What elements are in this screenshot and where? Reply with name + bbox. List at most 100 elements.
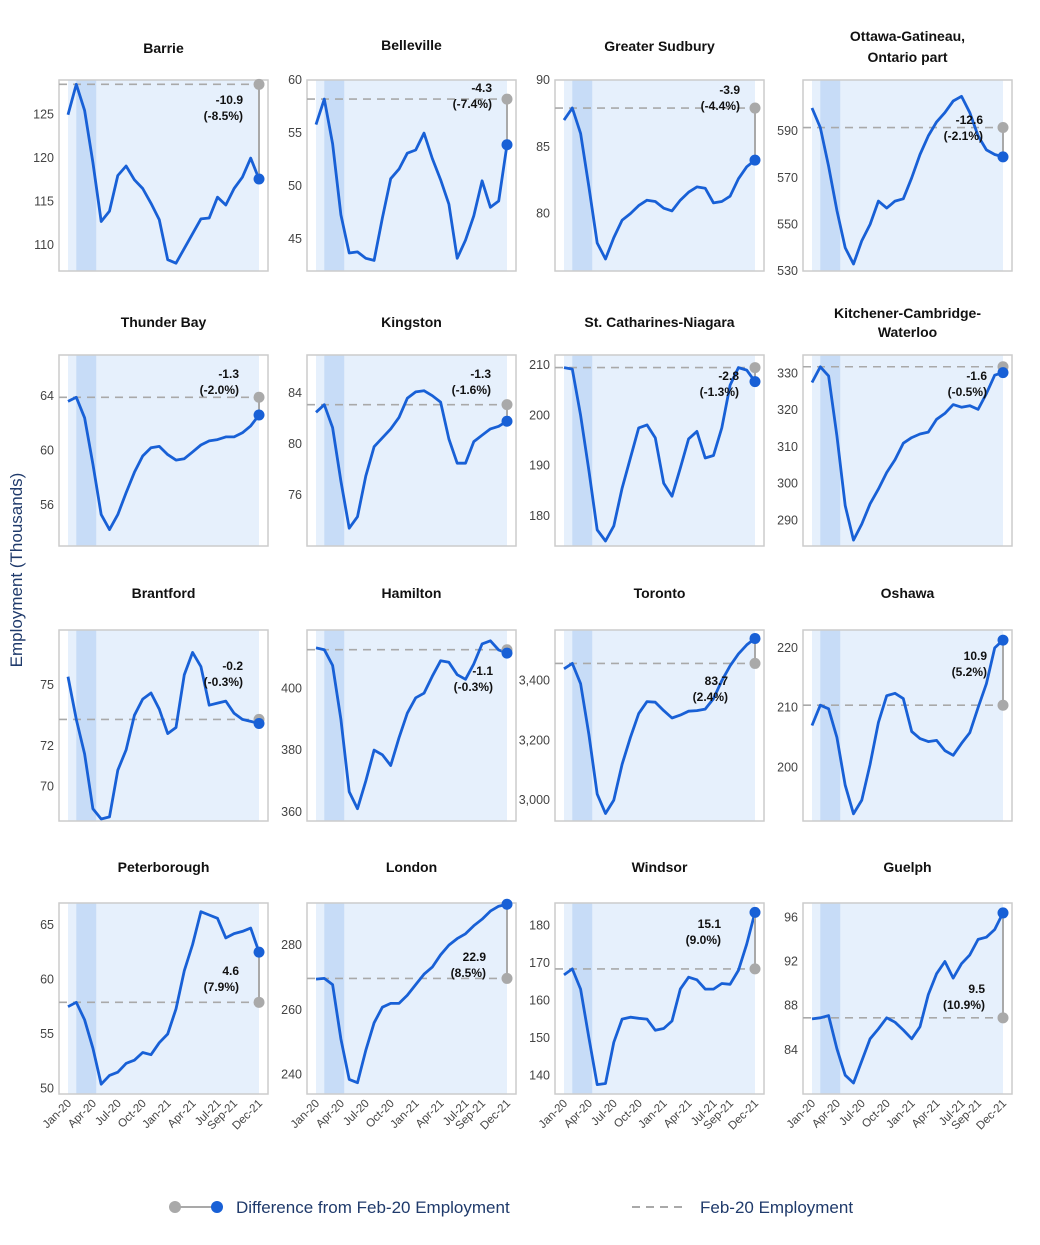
current-dot [501, 415, 513, 427]
baseline-dot [253, 996, 265, 1008]
legend-baseline-dot [169, 1201, 181, 1213]
y-tick-label: 3,400 [519, 674, 550, 688]
axis-frame [802, 79, 1013, 272]
y-tick-label: 64 [40, 389, 54, 403]
difference-annotation: (-7.4%) [453, 97, 492, 111]
y-tick-label: 55 [40, 1027, 54, 1041]
baseline-dot [501, 972, 513, 984]
difference-annotation: -1.1 [472, 664, 493, 678]
panel-title: Kitchener-Cambridge- [834, 305, 981, 321]
y-tick-label: 180 [529, 918, 550, 932]
x-tick-label: Apr-21 [910, 1098, 943, 1131]
current-dot [501, 139, 513, 151]
axis-frame [306, 354, 517, 547]
shutdown-band [76, 355, 97, 546]
employment-series-line [67, 910, 261, 1086]
employment-series-line [563, 637, 756, 815]
y-tick-label: 50 [40, 1082, 54, 1096]
baseline-dot [749, 963, 761, 975]
y-tick-label: 56 [40, 498, 54, 512]
panel-title: St. Catharines-Niagara [584, 314, 734, 330]
panel: Ottawa-Gatineau, Ontario part 530 550 570 590… [777, 28, 1013, 278]
y-tick-label: 240 [281, 1068, 302, 1082]
difference-annotation: -1.6 [966, 369, 987, 383]
y-tick-label: 530 [777, 264, 798, 278]
x-tick-label: Apr-21 [166, 1098, 199, 1131]
panel: Kitchener-Cambridge- Waterloo 290 300 310 320… [777, 305, 1013, 547]
y-tick-label: 170 [529, 956, 550, 970]
axis-frame [306, 79, 517, 272]
y-tick-label: 50 [288, 179, 302, 193]
x-tick-label: Apr-20 [66, 1098, 99, 1131]
axis-frame [554, 902, 765, 1095]
difference-annotation: -1.3 [218, 367, 239, 381]
panel-title: Guelph [883, 859, 931, 875]
shutdown-band [76, 80, 97, 271]
difference-annotation: (-4.4%) [701, 99, 740, 113]
x-tick-label: Apr-20 [810, 1098, 843, 1131]
y-tick-label: 55 [288, 126, 302, 140]
baseline-dot [253, 78, 265, 90]
baseline-dot [501, 93, 513, 105]
difference-annotation: (-0.3%) [454, 680, 493, 694]
current-dot [997, 907, 1009, 919]
x-tick-label: Apr-21 [414, 1098, 447, 1131]
y-tick-label: 90 [536, 73, 550, 87]
panels-grid: Barrie 110 115 120 125 -10.9 (-8.5%) Belleville… [33, 28, 1013, 1132]
y-tick-label: 88 [784, 999, 798, 1013]
panel-title: Peterborough [118, 859, 210, 875]
difference-annotation: -4.3 [471, 81, 492, 95]
y-tick-label: 3,200 [519, 733, 550, 747]
shutdown-band [324, 630, 345, 821]
difference-annotation: (-2.0%) [200, 383, 239, 397]
panel-title: London [386, 859, 437, 875]
difference-annotation: 83.7 [705, 674, 729, 688]
y-tick-label: 80 [288, 437, 302, 451]
post-shutdown-band [68, 903, 259, 1094]
y-tick-label: 92 [784, 955, 798, 969]
panel: Brantford 70 72 75 -0.2 (-0.3%) [40, 585, 269, 822]
y-tick-label: 110 [34, 238, 54, 252]
axis-frame [58, 354, 269, 547]
y-tick-label: 330 [777, 366, 798, 380]
difference-annotation: 15.1 [698, 917, 722, 931]
y-tick-label: 150 [529, 1031, 550, 1045]
axis-frame [306, 629, 517, 822]
employment-series-line [563, 912, 757, 1086]
panel-title: Waterloo [878, 324, 937, 340]
y-tick-label: 320 [777, 403, 798, 417]
y-tick-label: 290 [777, 513, 798, 527]
y-tick-label: 590 [777, 124, 798, 138]
baseline-dot [749, 657, 761, 669]
difference-annotation: (9.0%) [686, 933, 721, 947]
y-tick-label: 220 [777, 641, 798, 655]
difference-annotation: (-1.3%) [700, 385, 739, 399]
current-dot [997, 367, 1009, 379]
panel: Greater Sudbury 80 85 90 -3.9 (-4.4%) [536, 38, 765, 272]
panel-title: Greater Sudbury [604, 38, 715, 54]
difference-annotation: -2.8 [718, 369, 739, 383]
difference-annotation: (10.9%) [943, 998, 985, 1012]
difference-annotation: (-2.1%) [944, 129, 983, 143]
y-tick-label: 84 [288, 386, 302, 400]
y-tick-label: 96 [784, 910, 798, 924]
y-tick-label: 3,000 [519, 793, 550, 807]
y-tick-label: 190 [529, 459, 550, 473]
difference-annotation: 10.9 [964, 649, 988, 663]
panel-title: Hamilton [382, 585, 442, 601]
y-tick-label: 115 [34, 195, 54, 209]
post-shutdown-band [316, 903, 507, 1094]
employment-series-line [810, 365, 1004, 542]
current-dot [997, 151, 1009, 163]
axis-frame [58, 902, 269, 1095]
panel: London24026028022.9(8.5%)Jan-20Apr-20Jul… [281, 859, 517, 1132]
employment-series-line [562, 106, 756, 261]
y-tick-label: 72 [40, 739, 54, 753]
current-dot [749, 632, 761, 644]
shutdown-band [76, 630, 97, 821]
post-shutdown-band [812, 355, 1003, 546]
difference-annotation: -10.9 [216, 93, 244, 107]
baseline-dot [997, 699, 1009, 711]
post-shutdown-band [812, 80, 1003, 271]
panel: Barrie 110 115 120 125 -10.9 (-8.5%) [33, 40, 269, 272]
